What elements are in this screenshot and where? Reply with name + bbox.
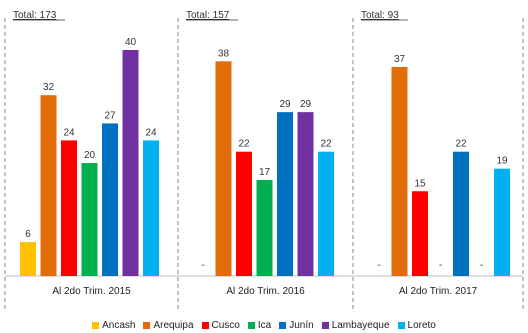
data-label: 40: [125, 37, 137, 48]
total-label: Total: 93: [361, 10, 399, 21]
data-label: -: [439, 260, 442, 271]
legend: Ancash Arequipa Cusco Ica Junín Lambayeque Lor…: [0, 318, 528, 332]
legend-label: Ancash: [102, 319, 136, 331]
data-label: 17: [259, 167, 271, 178]
legend-label: Ica: [257, 319, 272, 331]
bar: [256, 179, 273, 276]
legend-label: Loreto: [407, 319, 436, 331]
legend-item: Loreto: [397, 318, 436, 332]
legend-swatch: [321, 321, 329, 329]
data-label: 27: [104, 110, 116, 121]
data-label: 15: [414, 178, 426, 189]
bar: [412, 191, 428, 276]
category-label: Al 2do Trim. 2016: [226, 286, 305, 297]
legend-label: Arequipa: [153, 319, 194, 331]
data-label: 24: [145, 127, 157, 138]
data-label: 22: [238, 139, 250, 150]
data-label: 29: [300, 99, 312, 110]
data-label: 19: [496, 156, 508, 167]
data-label: 6: [25, 229, 31, 240]
chart-svg: Total: 173 6 32 24 20 27 40 24 Al 2do Trim. 2015…: [4, 10, 524, 312]
bar: [494, 168, 510, 276]
legend-swatch: [143, 321, 151, 329]
legend-swatch: [92, 321, 100, 329]
data-label: -: [201, 260, 204, 271]
legend-swatch: [279, 321, 287, 329]
category-label: Al 2do Trim. 2017: [399, 286, 478, 297]
data-label: 38: [218, 48, 230, 59]
data-label: 24: [63, 127, 75, 138]
bar: [215, 61, 232, 276]
category-label: Al 2do Trim. 2015: [52, 286, 131, 297]
bar: [236, 151, 252, 276]
legend-item: Junín: [279, 318, 314, 332]
bar: [277, 112, 293, 277]
bar: [122, 50, 139, 276]
bar: [453, 151, 469, 276]
data-label: 29: [279, 99, 291, 110]
total-label: Total: 173: [13, 10, 57, 21]
bar: [143, 140, 159, 276]
bar: [102, 123, 118, 276]
bar: [20, 242, 36, 276]
legend-label: Cusco: [211, 319, 240, 331]
data-label: 20: [84, 150, 96, 161]
bar: [297, 112, 314, 277]
legend-swatch: [247, 321, 255, 329]
legend-item: Cusco: [201, 318, 240, 332]
legend-swatch: [201, 321, 209, 329]
data-label: 32: [43, 82, 55, 93]
bar: [391, 66, 408, 276]
data-label: 22: [455, 139, 467, 150]
bar: [81, 163, 98, 276]
legend-swatch: [397, 321, 405, 329]
legend-item: Lambayeque: [321, 318, 390, 332]
legend-item: Arequipa: [143, 318, 194, 332]
bar: [318, 151, 334, 276]
legend-label: Lambayeque: [331, 319, 390, 331]
legend-item: Ica: [247, 318, 272, 332]
legend-label: Junín: [289, 319, 314, 331]
bar: [61, 140, 77, 276]
legend-item: Ancash: [92, 318, 135, 332]
data-label: 22: [320, 139, 332, 150]
bar: [40, 95, 57, 276]
data-label: -: [377, 260, 380, 271]
data-label: -: [480, 260, 483, 271]
data-label: 37: [394, 54, 406, 65]
total-label: Total: 157: [186, 10, 230, 21]
